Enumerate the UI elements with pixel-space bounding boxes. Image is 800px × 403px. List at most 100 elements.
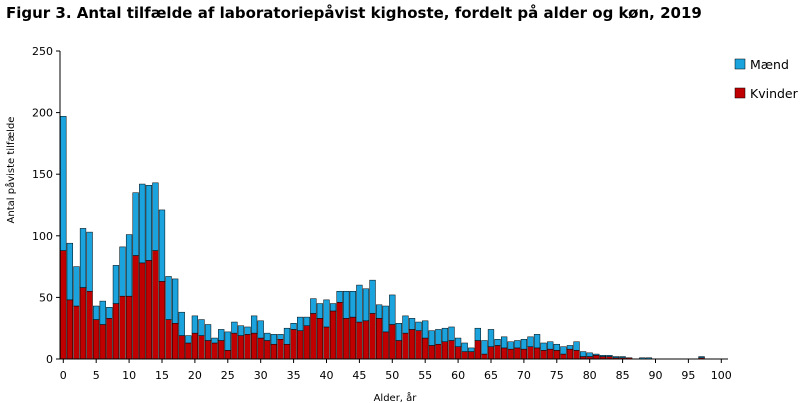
bar-maend <box>211 337 218 344</box>
bar-kvinder <box>198 335 205 360</box>
bar-kvinder <box>93 319 100 360</box>
x-tick-label: 20 <box>188 369 202 382</box>
bar-kvinder <box>402 332 409 360</box>
bar-maend <box>356 284 363 323</box>
x-tick-label: 70 <box>517 369 531 382</box>
bar-maend <box>612 356 620 359</box>
bar-kvinder <box>152 250 159 360</box>
bar-kvinder <box>79 287 87 360</box>
bar-maend <box>204 324 212 341</box>
bar-kvinder <box>112 303 120 360</box>
bar-maend <box>448 326 455 341</box>
x-tick-label: 35 <box>287 369 301 382</box>
bar-kvinder <box>474 340 481 360</box>
bar-kvinder <box>218 340 225 360</box>
bar-maend <box>237 325 245 336</box>
bar-kvinder <box>231 332 238 360</box>
bar-maend <box>60 116 67 251</box>
bar-kvinder <box>224 350 231 360</box>
bar-maend <box>441 327 449 343</box>
y-tick-label: 0 <box>46 353 53 366</box>
y-tick-label: 150 <box>32 168 53 181</box>
bar-kvinder <box>257 337 264 360</box>
y-tick-label: 200 <box>32 107 53 120</box>
bar-maend <box>270 334 277 345</box>
bar-kvinder <box>119 295 126 360</box>
bar-kvinder <box>86 290 93 360</box>
bar-maend <box>382 305 389 333</box>
bar-maend <box>586 352 593 357</box>
x-tick-label: 40 <box>319 369 333 382</box>
bar-maend <box>566 345 574 350</box>
bar-kvinder <box>356 321 363 360</box>
bar-maend <box>73 266 80 307</box>
y-tick-label: 50 <box>39 291 53 304</box>
x-tick-label: 90 <box>648 369 662 382</box>
x-tick-label: 5 <box>93 369 100 382</box>
bar-kvinder <box>125 295 133 360</box>
bar-maend <box>428 330 435 346</box>
y-tick-label: 250 <box>32 45 53 58</box>
bar-maend <box>395 323 403 341</box>
bar-kvinder <box>99 324 106 360</box>
x-tick-label: 65 <box>484 369 498 382</box>
bar-kvinder <box>441 341 449 360</box>
x-tick-label: 75 <box>550 369 564 382</box>
y-tick-label: 100 <box>32 230 53 243</box>
bar-maend <box>257 320 264 339</box>
bar-kvinder <box>336 302 343 360</box>
x-tick-label: 95 <box>681 369 695 382</box>
x-tick-label: 50 <box>385 369 399 382</box>
bar-kvinder <box>178 335 185 360</box>
bar-maend <box>336 290 343 303</box>
bar-kvinder <box>250 332 258 360</box>
bar-kvinder <box>165 319 172 360</box>
bar-maend <box>145 185 152 261</box>
x-tick-label: 30 <box>254 369 268 382</box>
bar-maend <box>474 327 481 341</box>
bar-kvinder <box>132 255 139 360</box>
bar-maend <box>231 321 238 334</box>
bar-kvinder <box>487 346 495 360</box>
bar-maend <box>375 304 383 319</box>
bar-kvinder <box>204 340 212 360</box>
bar-maend <box>152 182 159 251</box>
bar-kvinder <box>395 340 403 360</box>
bar-kvinder <box>211 342 218 360</box>
bar-kvinder <box>408 329 416 360</box>
bar-maend <box>178 311 185 336</box>
bar-maend <box>349 290 356 318</box>
bar-kvinder <box>553 350 560 360</box>
bar-maend <box>165 276 172 320</box>
bar-maend <box>316 303 324 319</box>
bar-kvinder <box>264 340 271 360</box>
bar-kvinder <box>461 351 468 360</box>
bar-kvinder <box>139 262 146 360</box>
bar-kvinder <box>435 343 442 360</box>
bar-maend <box>402 315 409 334</box>
bar-maend <box>191 315 199 334</box>
bar-maend <box>264 332 271 341</box>
bar-maend <box>343 290 350 319</box>
x-tick-label: 60 <box>451 369 465 382</box>
bar-maend <box>520 339 528 350</box>
bar-maend <box>244 326 251 335</box>
bar-kvinder <box>349 316 356 360</box>
bar-maend <box>606 355 613 357</box>
bar-maend <box>66 242 74 301</box>
bar-maend <box>93 305 100 320</box>
bar-kvinder <box>303 325 310 360</box>
chart-title: Figur 3. Antal tilfælde af laboratoriepå… <box>6 4 702 22</box>
bar-maend <box>283 327 291 345</box>
bar-kvinder <box>66 299 74 360</box>
bar-maend <box>481 340 488 355</box>
x-tick-label: 25 <box>221 369 235 382</box>
bar-kvinder <box>60 250 67 360</box>
bar-maend <box>86 231 93 292</box>
bar-maend <box>501 336 508 349</box>
bar-maend <box>112 265 120 304</box>
bar-kvinder <box>454 346 462 360</box>
bar-kvinder <box>283 343 291 360</box>
bar-maend <box>599 355 606 357</box>
bars-layer <box>60 116 705 360</box>
